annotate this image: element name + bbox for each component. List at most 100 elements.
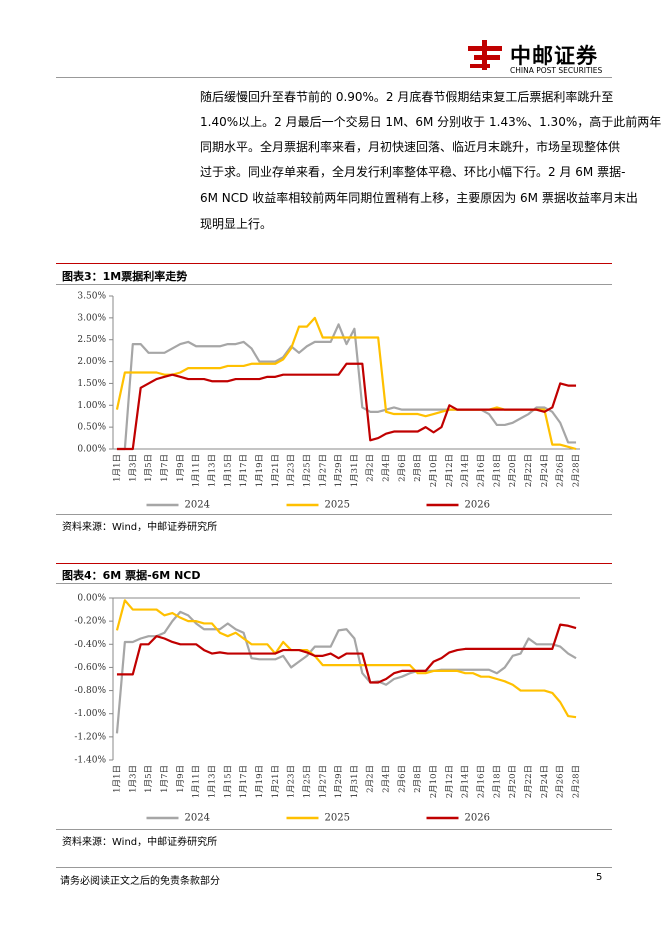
legend-label: 2025 (325, 500, 350, 511)
logo-text: 中邮证券 (510, 44, 598, 68)
y-tick-label: -0.80% (74, 686, 106, 696)
x-tick-label: 1月21日 (271, 765, 281, 798)
x-tick-label: 2月8日 (413, 765, 423, 793)
section-rule (56, 263, 612, 264)
x-tick-label: 1月23日 (287, 765, 297, 798)
series-line (116, 362, 577, 451)
x-tick-label: 2月22日 (524, 454, 534, 487)
x-tick-label: 2月2日 (366, 765, 376, 793)
y-tick-label: -1.20% (74, 732, 106, 742)
section-rule (56, 563, 612, 564)
legend-label: 2025 (325, 813, 350, 824)
paragraph-line: 同期水平。全月票据利率来看，月初快速回落、临近月末跳升，市场呈现整体供 (200, 140, 621, 154)
paragraph-line: 现明显上行。 (200, 217, 273, 231)
x-tick-label: 2月22日 (524, 765, 534, 798)
x-tick-label: 2月10日 (429, 454, 439, 487)
legend-label: 2024 (185, 500, 210, 511)
logo-en: CHINA POST SECURITIES (510, 66, 603, 75)
x-tick-label: 1月17日 (239, 454, 249, 487)
x-tick-label: 1月19日 (255, 765, 265, 798)
x-tick-label: 2月20日 (508, 765, 518, 798)
x-tick-label: 2月12日 (445, 454, 455, 487)
x-tick-label: 1月29日 (334, 454, 344, 487)
section-rule (56, 583, 612, 584)
y-tick-label: 1.50% (77, 379, 106, 389)
x-tick-label: 2月6日 (397, 765, 407, 793)
x-tick-label: 2月10日 (429, 765, 439, 798)
y-tick-label: 3.50% (77, 292, 106, 302)
y-tick-label: -0.40% (74, 640, 106, 650)
y-tick-label: -1.40% (74, 756, 106, 766)
series-line (116, 323, 577, 451)
x-tick-label: 2月16日 (477, 454, 487, 487)
x-tick-label: 1月31日 (350, 765, 360, 798)
y-tick-label: -0.60% (74, 663, 106, 673)
paragraph-line: 1.40%以上。2 月最后一个交易日 1M、6M 分别收于 1.43%、1.30… (200, 115, 662, 129)
x-tick-label: 1月9日 (176, 454, 186, 482)
x-tick-label: 1月23日 (287, 454, 297, 487)
x-tick-label: 2月26日 (556, 765, 566, 798)
x-tick-label: 2月18日 (492, 454, 502, 487)
x-tick-label: 1月25日 (302, 765, 312, 798)
x-tick-label: 1月29日 (334, 765, 344, 798)
x-tick-label: 1月1日 (112, 765, 122, 793)
x-tick-label: 2月12日 (445, 765, 455, 798)
x-tick-label: 1月27日 (318, 765, 328, 798)
x-tick-label: 2月20日 (508, 454, 518, 487)
x-tick-label: 1月11日 (192, 765, 202, 798)
y-tick-label: 0.00% (77, 445, 106, 455)
x-tick-label: 2月24日 (540, 454, 550, 487)
x-tick-label: 2月6日 (397, 454, 407, 482)
series-line (115, 610, 577, 734)
x-tick-label: 1月7日 (160, 765, 170, 793)
source-note: 资料来源：Wind，中邮证券研究所 (62, 837, 218, 848)
footer-rule (56, 867, 612, 868)
x-tick-label: 2月26日 (556, 454, 566, 487)
x-tick-label: 1月31日 (350, 454, 360, 487)
x-tick-label: 2月4日 (382, 765, 392, 793)
x-tick-label: 1月15日 (223, 454, 233, 487)
x-tick-label: 1月17日 (239, 765, 249, 798)
series-line (115, 599, 577, 719)
section-rule (56, 284, 612, 285)
x-tick-label: 1月5日 (144, 454, 154, 482)
x-tick-label: 1月7日 (160, 454, 170, 482)
x-tick-label: 1月27日 (318, 454, 328, 487)
x-tick-label: 2月14日 (461, 765, 471, 798)
x-tick-label: 2月14日 (461, 454, 471, 487)
section-rule (56, 829, 612, 830)
x-tick-label: 2月4日 (382, 454, 392, 482)
x-tick-label: 2月2日 (366, 454, 376, 482)
x-tick-label: 2月16日 (477, 765, 487, 798)
x-tick-label: 1月5日 (144, 765, 154, 793)
y-tick-label: 2.00% (77, 357, 106, 367)
paragraph-line: 过于求。同业存单来看，全月发行利率整体平稳、环比小幅下行。2 月 6M 票据- (200, 165, 626, 179)
x-tick-label: 1月21日 (271, 454, 281, 487)
chart: 0.00% -0.20% -0.40% -0.60% -0.80% -1.00% -1.20… (74, 594, 581, 824)
x-tick-label: 1月13日 (207, 454, 217, 487)
x-tick-label: 1月3日 (128, 454, 138, 482)
y-tick-label: 0.00% (77, 594, 106, 604)
x-tick-label: 1月11日 (192, 454, 202, 487)
y-tick-label: 1.00% (77, 401, 106, 411)
paragraph-line: 6M NCD 收益率相较前两年同期位置稍有上移，主要原因为 6M 票据收益率月末… (200, 191, 638, 205)
y-tick-label: 3.00% (77, 313, 106, 323)
logo-icon (468, 40, 502, 70)
x-tick-label: 2月8日 (413, 454, 423, 482)
x-tick-label: 1月3日 (128, 765, 138, 793)
paragraph-line: 随后缓慢回升至春节前的 0.90%。2 月底春节假期结束复工后票据利率跳升至 (200, 90, 614, 104)
x-tick-label: 1月25日 (302, 454, 312, 487)
page-number: 5 (596, 872, 603, 883)
x-tick-label: 1月13日 (207, 765, 217, 798)
chart-title: 图表4：6M 票据-6M NCD (62, 569, 201, 582)
header-rule (56, 77, 612, 78)
series-line (116, 623, 577, 684)
section-rule (56, 514, 612, 515)
series-line (115, 316, 577, 451)
x-tick-label: 2月28日 (572, 454, 582, 487)
y-tick-label: 2.50% (77, 335, 106, 345)
chart: 0.00% 0.50% 1.00% 1.50% 2.00% 2.50% 3.00% 3.50%… (77, 292, 582, 511)
chart-title: 图表3：1M票据利率走势 (62, 270, 188, 283)
x-tick-label: 1月9日 (176, 765, 186, 793)
